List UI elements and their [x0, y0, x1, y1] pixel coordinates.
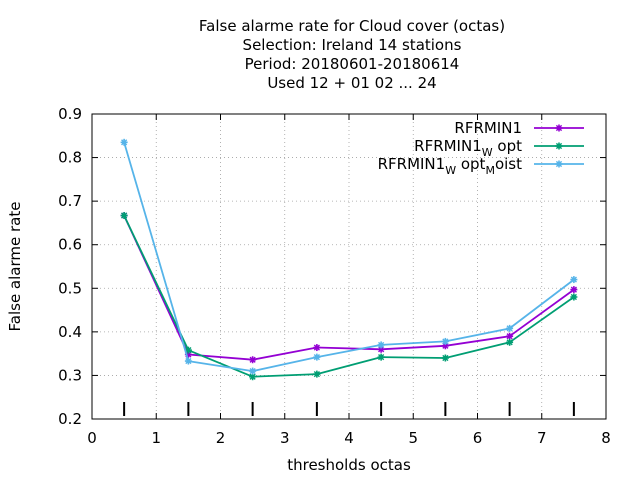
- title-line: False alarme rate for Cloud cover (octas…: [199, 17, 505, 35]
- threshold-markers: [123, 402, 575, 416]
- series-2: [120, 212, 578, 381]
- data-point: [184, 357, 192, 365]
- x-tick-label: 7: [537, 429, 547, 447]
- x-axis-label: thresholds octas: [287, 456, 411, 474]
- data-point: [249, 356, 257, 364]
- chart-title: False alarme rate for Cloud cover (octas…: [199, 17, 505, 92]
- y-tick-label: 0.8: [58, 149, 82, 167]
- x-tick-label: 8: [601, 429, 611, 447]
- data-point: [570, 276, 578, 284]
- x-tick-label: 6: [473, 429, 483, 447]
- x-tick-label: 5: [408, 429, 418, 447]
- data-point: [120, 138, 128, 146]
- legend-entry: RFRMIN1W optMoist: [378, 155, 584, 177]
- data-point: [441, 354, 449, 362]
- data-point: [506, 338, 514, 346]
- y-axis-ticks: 0.2 0.3 0.4 0.5 0.6 0.7 0.8 0.9: [58, 105, 606, 428]
- legend-marker: [555, 124, 563, 132]
- y-tick-label: 0.5: [58, 279, 82, 297]
- legend-label-part: W: [445, 164, 456, 177]
- series-line: [123, 215, 575, 378]
- x-tick-label: 2: [216, 429, 226, 447]
- legend-label-part: RFRMIN1: [414, 137, 482, 155]
- x-tick-label: 0: [87, 429, 97, 447]
- data-point: [570, 293, 578, 301]
- legend-marker: [555, 160, 563, 168]
- title-line: Selection: Ireland 14 stations: [243, 36, 462, 54]
- legend-label-part: oist: [495, 155, 522, 173]
- y-tick-label: 0.4: [58, 323, 82, 341]
- legend-label-part: W: [482, 146, 493, 159]
- data-point: [313, 344, 321, 352]
- legend-marker: [555, 142, 563, 150]
- data-point: [506, 324, 514, 332]
- legend-label: RFRMIN1: [454, 119, 522, 137]
- series: [120, 138, 578, 381]
- data-point: [570, 286, 578, 294]
- y-axis-label: False alarme rate: [6, 202, 24, 332]
- y-tick-label: 0.2: [58, 410, 82, 428]
- data-point: [313, 370, 321, 378]
- legend-label: RFRMIN1W optMoist: [378, 155, 523, 177]
- x-tick-label: 1: [151, 429, 161, 447]
- x-axis-ticks: 0 1 2 3 4 5 6 7 8: [87, 114, 611, 447]
- y-tick-label: 0.3: [58, 366, 82, 384]
- title-line: Period: 20180601-20180614: [245, 55, 460, 73]
- data-point: [377, 353, 385, 361]
- y-tick-label: 0.6: [58, 236, 82, 254]
- title-line: Used 12 + 01 02 ... 24: [267, 74, 436, 92]
- data-point: [120, 212, 128, 220]
- series-3: [120, 138, 578, 375]
- series-line: [123, 142, 575, 373]
- legend-label-part: RFRMIN1: [378, 155, 446, 173]
- legend-label: RFRMIN1W opt: [414, 137, 522, 159]
- legend-label-part: opt: [456, 155, 485, 173]
- data-point: [313, 353, 321, 361]
- y-tick-label: 0.7: [58, 192, 82, 210]
- legend-label-part: opt: [493, 137, 522, 155]
- legend-label-part: RFRMIN1: [454, 119, 522, 137]
- data-point: [441, 337, 449, 345]
- x-tick-label: 4: [344, 429, 354, 447]
- data-point: [377, 341, 385, 349]
- legend-entry: RFRMIN1: [454, 119, 584, 137]
- data-point: [249, 367, 257, 375]
- legend-label-part: M: [485, 164, 495, 177]
- legend-entry: RFRMIN1W opt: [414, 137, 584, 159]
- grid: [92, 114, 606, 419]
- y-tick-label: 0.9: [58, 105, 82, 123]
- data-point: [506, 332, 514, 340]
- x-tick-label: 3: [280, 429, 290, 447]
